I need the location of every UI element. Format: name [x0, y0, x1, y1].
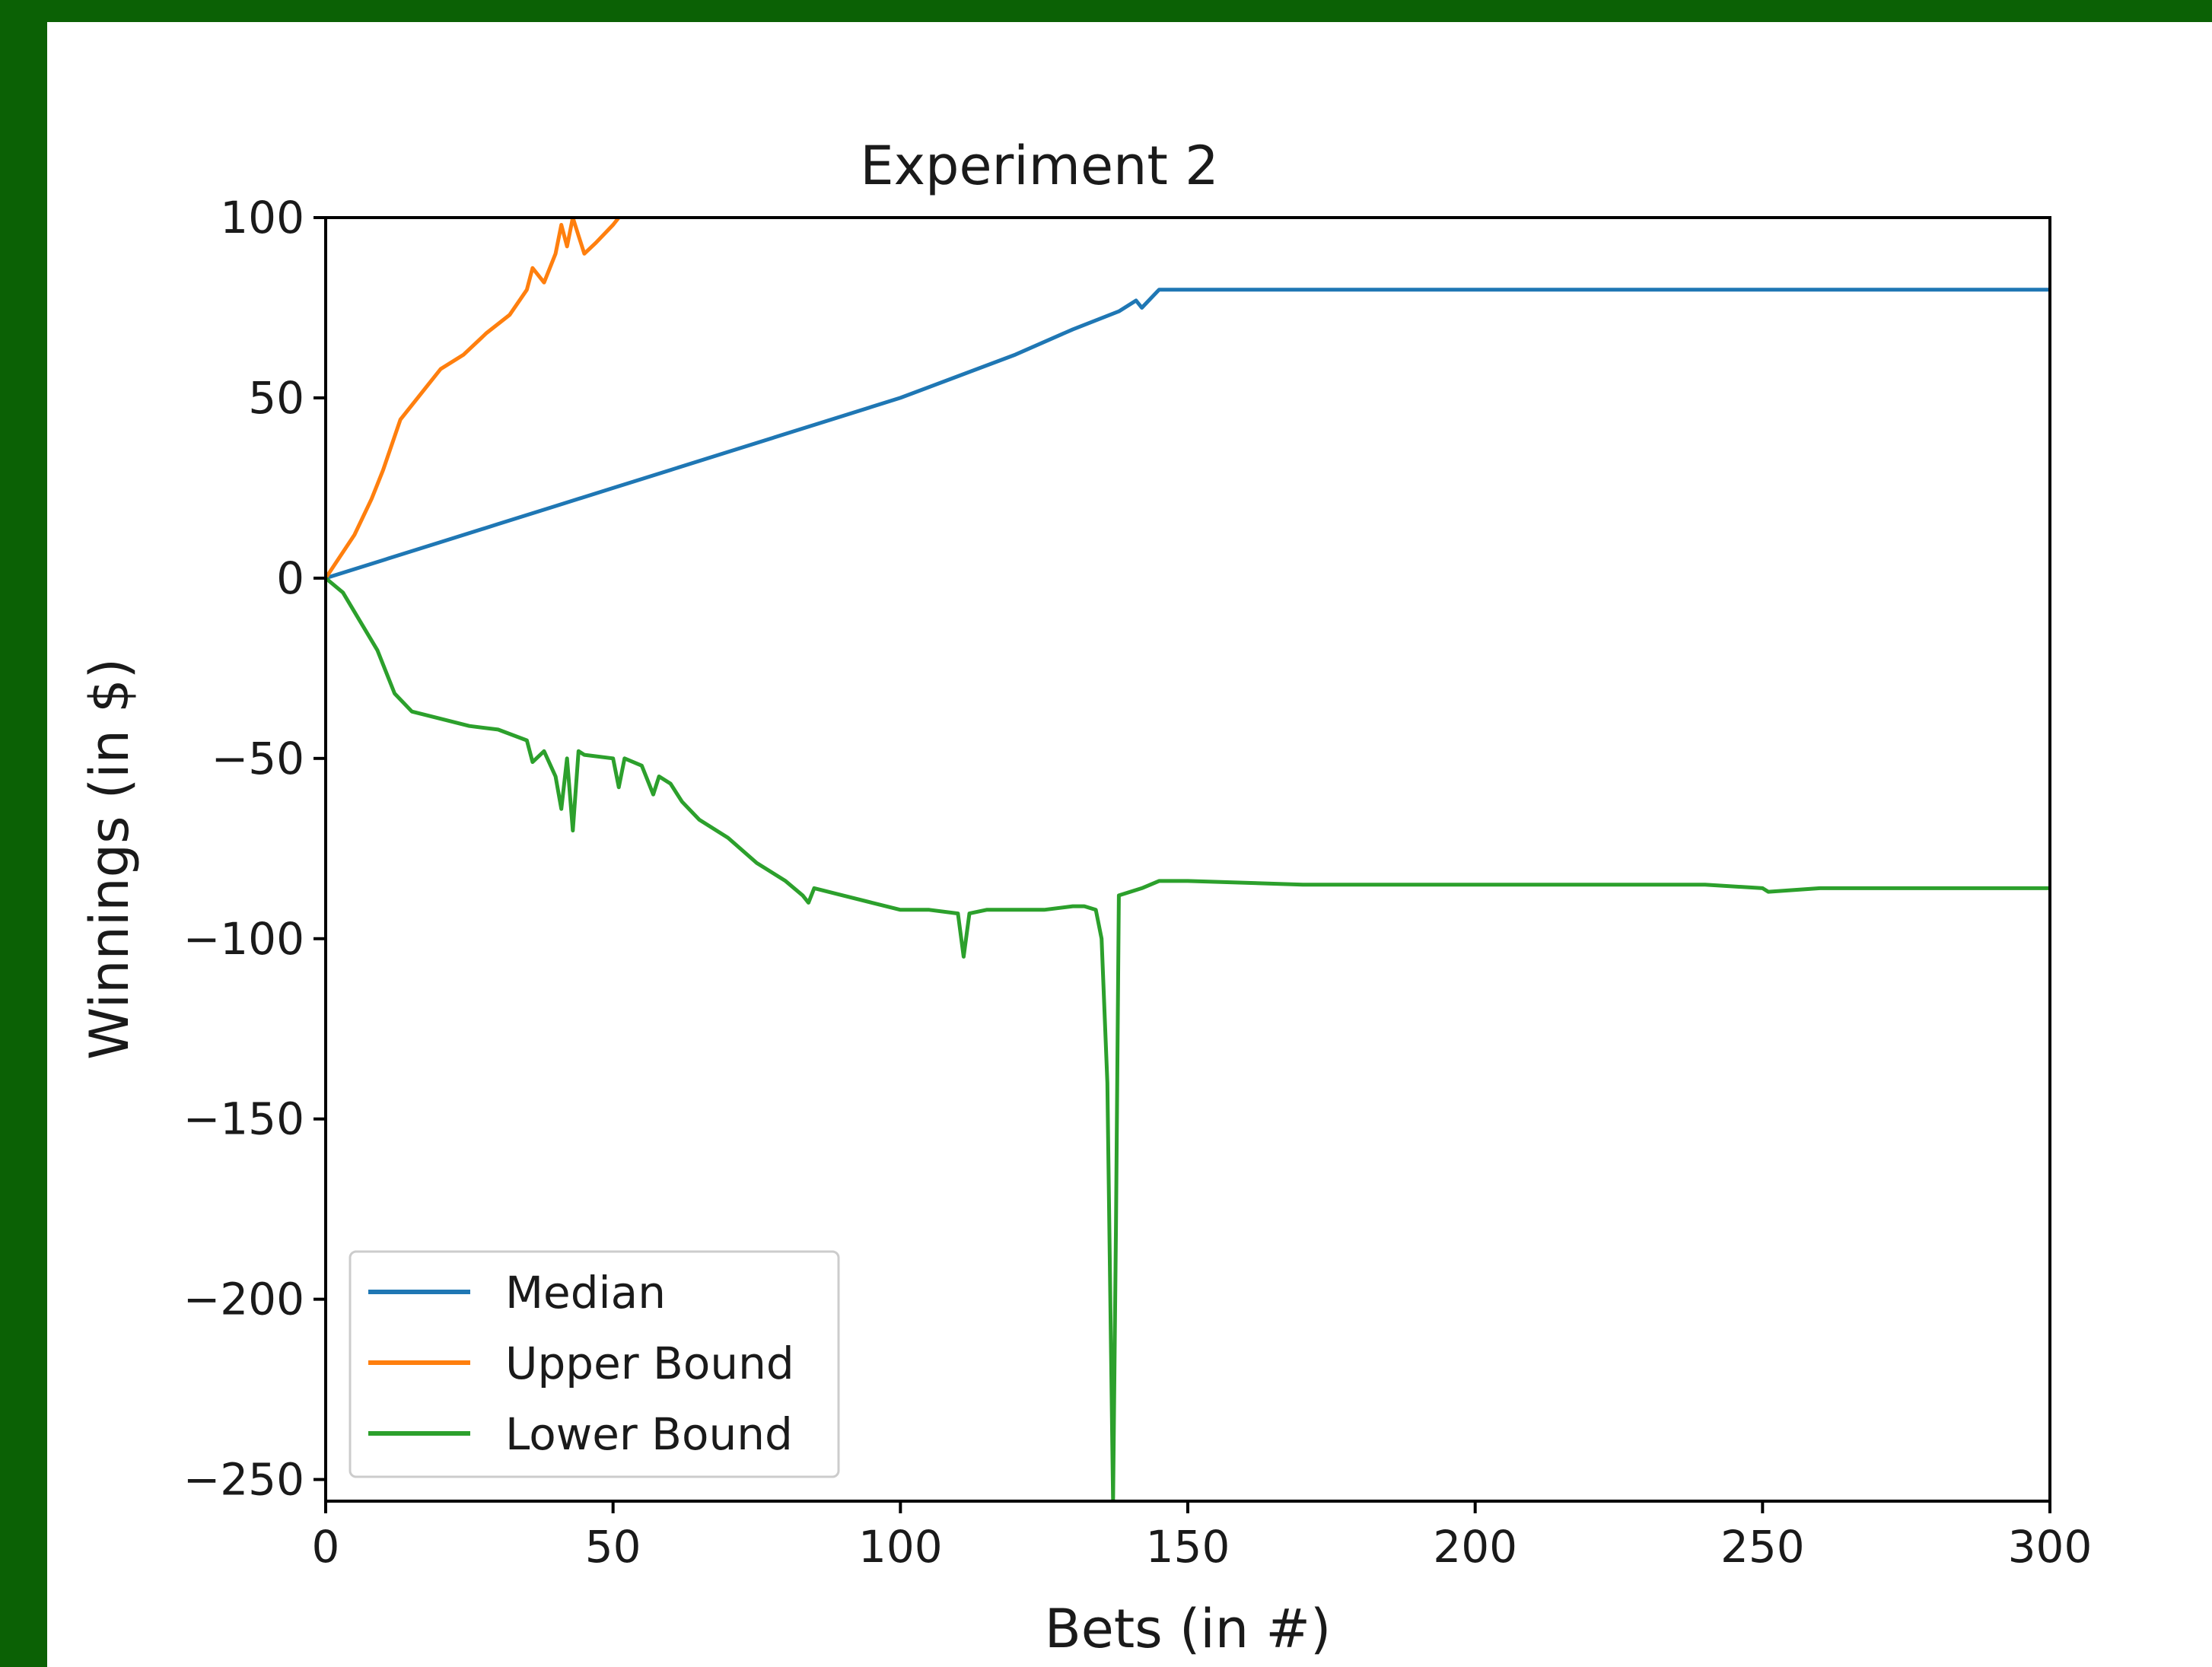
series-line-lower-bound	[326, 576, 2050, 1501]
y-tick-label: −100	[183, 913, 304, 965]
series-layer	[326, 218, 2050, 1501]
legend-label: Median	[505, 1267, 666, 1319]
y-axis-label: Winnings (in $)	[78, 658, 141, 1060]
legend-box	[349, 1250, 840, 1478]
x-tick-label: 100	[858, 1521, 943, 1573]
series-line-median	[326, 288, 2050, 581]
y-tick-label: −50	[212, 733, 304, 784]
legend-label: Lower Bound	[505, 1408, 793, 1460]
y-tick-label: 50	[248, 372, 304, 424]
x-tick-label: 300	[2008, 1521, 2093, 1573]
y-axis: 100 50 0 −50 −100 −150 −200 −250	[183, 192, 326, 1506]
chart-title: Experiment 2	[860, 135, 1218, 197]
y-tick-label: −250	[183, 1454, 304, 1506]
y-tick-label: −200	[183, 1274, 304, 1325]
x-tick-label: 50	[585, 1521, 641, 1573]
x-axis: 0 50 100 150 200 250 300	[312, 1501, 2093, 1573]
series-line-upper-bound	[326, 218, 621, 581]
x-axis-label: Bets (in #)	[1045, 1598, 1332, 1660]
y-tick-label: 100	[220, 192, 304, 243]
x-tick-label: 200	[1433, 1521, 1517, 1573]
x-tick-label: 150	[1146, 1521, 1230, 1573]
x-tick-label: 250	[1720, 1521, 1805, 1573]
legend: Median Upper Bound Lower Bound	[349, 1250, 840, 1478]
legend-label: Upper Bound	[505, 1338, 794, 1389]
y-tick-label: −150	[183, 1093, 304, 1145]
y-tick-label: 0	[276, 552, 304, 604]
x-tick-label: 0	[312, 1521, 340, 1573]
frame-border-top	[0, 0, 2212, 22]
frame-border-left	[0, 0, 47, 1667]
